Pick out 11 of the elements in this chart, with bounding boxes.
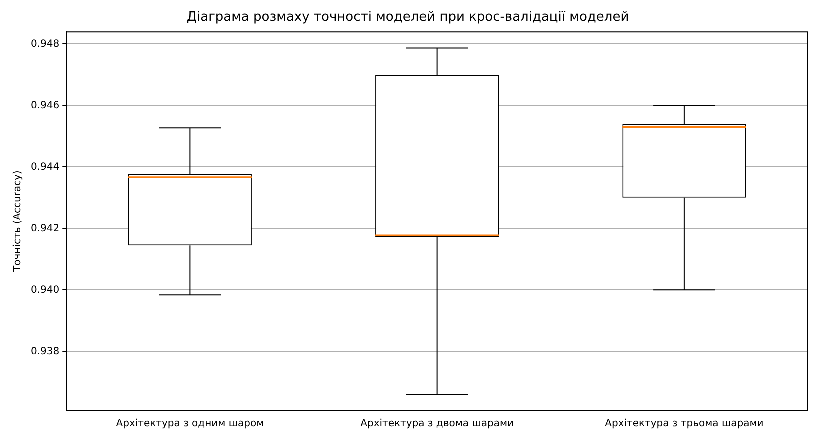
x-tick-label: Архітектура з одним шаром — [116, 418, 264, 430]
x-tick-label: Архітектура з двома шарами — [360, 418, 514, 430]
y-tick-label: 0.942 — [30, 223, 60, 234]
y-tick-label: 0.940 — [30, 284, 60, 296]
y-tick-label: 0.946 — [30, 100, 60, 112]
y-tick-label: 0.938 — [30, 346, 60, 358]
y-tick-label: 0.944 — [30, 162, 60, 173]
chart-title: Діаграма розмаху точності моделей при крос-валідації моделей — [186, 10, 630, 26]
y-axis-title: Точність (Accuracy) — [12, 170, 24, 273]
y-tick-label: 0.948 — [30, 38, 60, 50]
x-tick-label: Архітектура з трьома шарами — [605, 418, 764, 430]
